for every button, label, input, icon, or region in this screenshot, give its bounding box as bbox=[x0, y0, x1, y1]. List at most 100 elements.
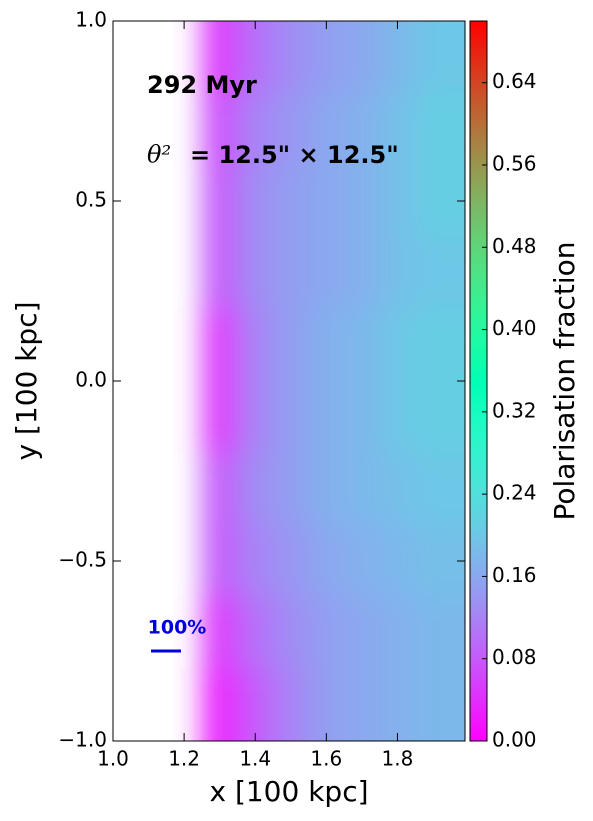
heat-cell bbox=[201, 165, 238, 237]
heat-cell bbox=[415, 309, 465, 381]
heat-cell bbox=[415, 453, 465, 525]
x-tick-label: 1.8 bbox=[382, 747, 414, 771]
heat-cell bbox=[344, 309, 380, 381]
heat-cell bbox=[308, 309, 345, 381]
heat-cell bbox=[308, 597, 345, 669]
colorbar-tick-label: 0.16 bbox=[492, 563, 537, 587]
heat-cell bbox=[308, 453, 345, 525]
heat-cell bbox=[415, 525, 465, 597]
heat-cell bbox=[379, 453, 416, 525]
x-tick-label: 1.2 bbox=[168, 747, 200, 771]
heat-cell bbox=[273, 597, 309, 669]
heat-cell bbox=[201, 309, 238, 381]
heat-cell bbox=[379, 669, 416, 741]
heat-cell bbox=[201, 21, 238, 93]
x-tick-label: 1.0 bbox=[97, 747, 129, 771]
heat-cell bbox=[415, 381, 465, 453]
heat-cell bbox=[201, 453, 238, 525]
heat-cell bbox=[273, 93, 309, 165]
heat-cell bbox=[344, 165, 380, 237]
heat-cell bbox=[415, 237, 465, 309]
colorbar bbox=[470, 21, 487, 741]
y-tick-label: 0.5 bbox=[75, 188, 107, 212]
heat-cell bbox=[344, 237, 380, 309]
heat-cell bbox=[344, 525, 380, 597]
heat-cell bbox=[273, 309, 309, 381]
heatmap bbox=[201, 21, 465, 741]
x-tick-label: 1.4 bbox=[239, 747, 271, 771]
heat-cell bbox=[237, 525, 273, 597]
heat-cell bbox=[308, 669, 345, 741]
beam-size: = 12.5" × 12.5" bbox=[190, 141, 399, 169]
beam-symbol: θ² bbox=[147, 141, 171, 169]
colorbar-tick-label: 0.32 bbox=[492, 398, 537, 422]
heat-cell bbox=[201, 669, 238, 741]
colorbar-label: Polarisation fraction bbox=[548, 241, 581, 520]
heat-cell bbox=[273, 453, 309, 525]
heat-cell bbox=[379, 525, 416, 597]
heat-cell bbox=[237, 381, 273, 453]
colorbar-tick-label: 0.08 bbox=[492, 645, 537, 669]
heat-cell bbox=[415, 669, 465, 741]
heat-cell bbox=[273, 21, 309, 93]
heat-cell bbox=[201, 93, 238, 165]
heat-cell bbox=[379, 165, 416, 237]
heat-cell bbox=[237, 93, 273, 165]
heat-cell bbox=[273, 165, 309, 237]
heat-cell bbox=[237, 669, 273, 741]
colorbar-tick-label: 0.48 bbox=[492, 234, 537, 258]
heat-cell bbox=[344, 21, 380, 93]
colorbar-tick-label: 0.56 bbox=[492, 152, 537, 176]
y-tick-label: −1.0 bbox=[58, 728, 107, 752]
heat-cell bbox=[379, 309, 416, 381]
heat-cell bbox=[344, 669, 380, 741]
heat-cell bbox=[308, 381, 345, 453]
heat-cell bbox=[273, 525, 309, 597]
colorbar-tick-label: 0.64 bbox=[492, 69, 537, 93]
colorbar-tick-label: 0.40 bbox=[492, 316, 537, 340]
heat-cell bbox=[344, 93, 380, 165]
heat-cell bbox=[344, 453, 380, 525]
y-tick-label: 1.0 bbox=[75, 8, 107, 32]
time-label: 292 Myr bbox=[147, 71, 257, 99]
heat-cell bbox=[237, 165, 273, 237]
heat-cell bbox=[201, 597, 238, 669]
colorbar-tick-label: 0.24 bbox=[492, 481, 537, 505]
heat-cell bbox=[273, 237, 309, 309]
heat-cell bbox=[344, 381, 380, 453]
heat-cell bbox=[201, 381, 238, 453]
heat-cell bbox=[415, 93, 465, 165]
heat-cell bbox=[379, 21, 416, 93]
y-tick-label: −0.5 bbox=[58, 548, 107, 572]
heat-cell bbox=[308, 525, 345, 597]
x-axis-label: x [100 kpc] bbox=[209, 775, 368, 808]
heat-cell bbox=[415, 165, 465, 237]
y-axis-label: y [100 kpc] bbox=[10, 301, 43, 460]
heat-cell bbox=[415, 21, 465, 93]
colorbar-frame bbox=[469, 20, 488, 742]
y-tick-label: 0.0 bbox=[75, 368, 107, 392]
heat-cell bbox=[201, 237, 238, 309]
heat-cell bbox=[308, 165, 345, 237]
heat-cell bbox=[379, 237, 416, 309]
heat-cell bbox=[237, 237, 273, 309]
heat-cell bbox=[415, 597, 465, 669]
heat-cell bbox=[273, 381, 309, 453]
heat-cell bbox=[237, 453, 273, 525]
heat-cell bbox=[379, 381, 416, 453]
x-tick-label: 1.6 bbox=[310, 747, 342, 771]
colorbar-tick-label: 0.00 bbox=[492, 728, 537, 752]
heat-cell bbox=[308, 93, 345, 165]
heat-cell bbox=[201, 525, 238, 597]
heat-cell bbox=[237, 309, 273, 381]
heat-cell bbox=[379, 93, 416, 165]
heat-cell bbox=[237, 21, 273, 93]
heat-cell bbox=[379, 597, 416, 669]
scale-bar-label: 100% bbox=[148, 617, 207, 639]
heat-cell bbox=[344, 597, 380, 669]
heat-cell bbox=[308, 237, 345, 309]
heat-cell bbox=[273, 669, 309, 741]
heat-cell bbox=[308, 21, 345, 93]
heat-cell bbox=[237, 597, 273, 669]
